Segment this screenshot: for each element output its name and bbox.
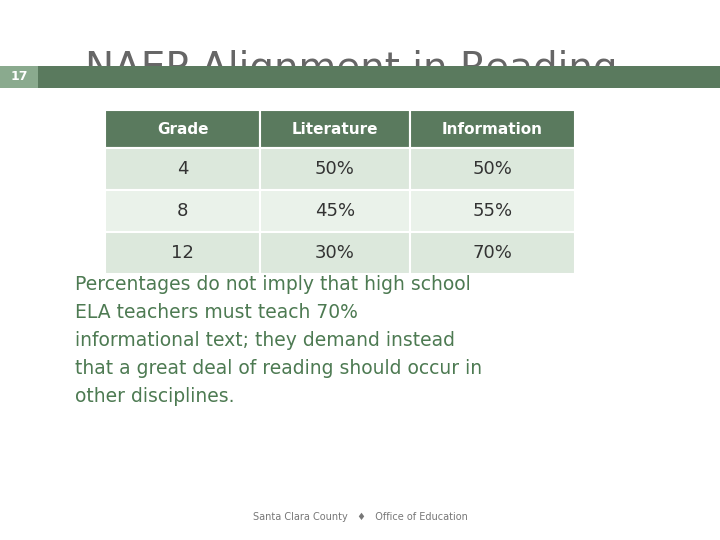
Text: 30%: 30%	[315, 244, 355, 262]
Text: Percentages do not imply that high school
ELA teachers must teach 70%
informatio: Percentages do not imply that high schoo…	[75, 275, 482, 406]
Text: NAEP Alignment in Reading: NAEP Alignment in Reading	[85, 50, 618, 88]
Bar	[410, 110, 575, 148]
Bar	[260, 232, 410, 274]
Text: Santa Clara County   ♦   Office of Education: Santa Clara County ♦ Office of Education	[253, 512, 467, 522]
Text: 70%: 70%	[472, 244, 513, 262]
Bar	[0, 66, 720, 88]
Bar	[410, 148, 575, 190]
Text: 17: 17	[10, 71, 28, 84]
Text: 55%: 55%	[472, 202, 513, 220]
Text: 12: 12	[171, 244, 194, 262]
Bar	[260, 190, 410, 232]
Text: 8: 8	[177, 202, 188, 220]
Text: Grade: Grade	[157, 122, 208, 137]
Text: 50%: 50%	[315, 160, 355, 178]
Text: 45%: 45%	[315, 202, 355, 220]
Bar	[105, 190, 260, 232]
Bar	[105, 110, 260, 148]
Text: 50%: 50%	[472, 160, 513, 178]
Text: 4: 4	[176, 160, 188, 178]
Text: Information: Information	[442, 122, 543, 137]
Bar	[105, 148, 260, 190]
Bar	[0, 66, 38, 88]
Text: Literature: Literature	[292, 122, 378, 137]
Bar	[105, 232, 260, 274]
Bar	[410, 190, 575, 232]
Bar	[410, 232, 575, 274]
Bar	[260, 110, 410, 148]
Bar	[260, 148, 410, 190]
